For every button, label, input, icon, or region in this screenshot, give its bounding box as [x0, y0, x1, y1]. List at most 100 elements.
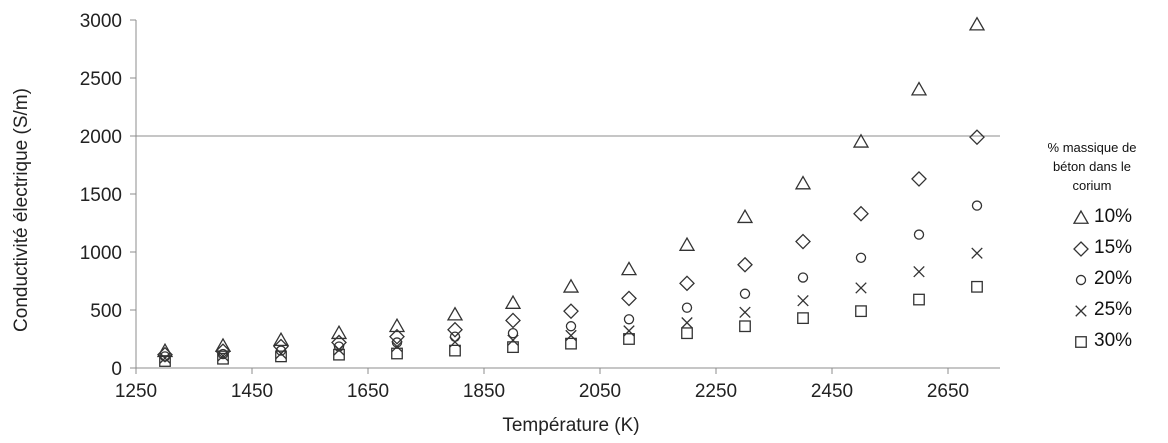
data-point-x: [913, 266, 925, 278]
legend-item: 25%: [1022, 294, 1162, 325]
data-point-triangle: [678, 236, 696, 251]
legend-marker-circle: [1075, 274, 1087, 285]
legend-item: 15%: [1022, 232, 1162, 263]
y-tick-label: 2000: [80, 127, 122, 148]
data-point-x: [739, 306, 751, 319]
legend-title: % massique de béton dans le corium: [1047, 140, 1137, 193]
data-point-square: [217, 352, 229, 365]
data-point-x: [623, 325, 635, 337]
data-point-square: [739, 320, 751, 333]
data-point-circle: [855, 252, 867, 263]
data-point-square: [159, 355, 171, 367]
data-point-circle: [681, 302, 693, 313]
data-point-triangle: [330, 324, 348, 340]
data-point-x: [217, 350, 229, 362]
x-tick-label: 2250: [695, 381, 737, 402]
scatter-chart: 0 500 1000 1500 2000 2500 3000 1250 1450 1650 1850…: [11, 11, 1000, 436]
data-point-diamond: [447, 321, 463, 338]
data-point-triangle: [388, 317, 406, 333]
legend-marker-shape: [1073, 240, 1089, 257]
data-point-diamond: [795, 233, 811, 250]
data-point-triangle: [736, 208, 754, 224]
data-point-triangle: [620, 261, 638, 276]
data-point-x: [159, 352, 171, 364]
data-point-square: [507, 341, 519, 354]
x-tick-label: 2450: [811, 381, 853, 402]
data-point-circle: [797, 272, 809, 283]
legend-items: 10% 15% 20% 25% 30%: [1022, 201, 1162, 356]
x-tick-label: 1850: [463, 381, 505, 402]
series-25%: [159, 247, 983, 364]
data-point-circle: [971, 200, 983, 211]
y-axis-label: Conductivité électrique (S/m): [11, 88, 32, 332]
y-tick-label: 2500: [80, 69, 122, 90]
x-tick-label: 1650: [347, 381, 389, 402]
data-point-x: [507, 334, 519, 346]
legend-label: 25%: [1094, 298, 1133, 320]
legend-marker-shape: [1075, 335, 1087, 348]
data-point-diamond: [389, 328, 405, 345]
x-axis-label: Température (K): [502, 415, 639, 436]
data-point-triangle: [794, 175, 812, 190]
data-point-circle: [333, 341, 345, 352]
data-point-square: [333, 348, 345, 361]
data-point-square: [855, 305, 867, 318]
data-point-x: [275, 347, 287, 360]
data-point-square: [623, 333, 635, 345]
y-tick-label: 1000: [80, 243, 122, 264]
y-tick-label: 0: [111, 359, 122, 380]
data-point-x: [971, 247, 983, 259]
legend-label: 30%: [1094, 329, 1133, 351]
data-point-square: [565, 337, 577, 350]
x-tick-label: 2050: [579, 381, 621, 402]
data-point-circle: [565, 321, 577, 332]
data-point-x: [391, 340, 403, 353]
data-point-square: [275, 350, 287, 363]
data-point-square: [913, 293, 925, 306]
legend: % massique de béton dans le corium 10% 15…: [1022, 138, 1162, 356]
data-point-diamond: [853, 205, 869, 222]
legend-marker-shape: [1075, 274, 1087, 285]
data-point-triangle: [852, 133, 870, 148]
legend-label: 20%: [1094, 267, 1133, 289]
data-point-diamond: [911, 171, 927, 187]
data-point-square: [971, 280, 983, 293]
legend-label: 15%: [1094, 236, 1133, 258]
data-point-circle: [913, 229, 925, 240]
legend-item: 30%: [1022, 325, 1162, 356]
data-point-diamond: [621, 290, 637, 307]
ticks-layer: 0 500 1000 1500 2000 2500 3000 1250 1450 1650 1850…: [80, 11, 969, 402]
data-point-triangle: [446, 306, 464, 321]
legend-marker-square: [1075, 335, 1087, 348]
data-point-triangle: [156, 342, 174, 358]
x-tick-label: 1250: [115, 381, 157, 402]
legend-item: 10%: [1022, 201, 1162, 232]
data-point-diamond: [157, 346, 173, 363]
data-point-square: [797, 312, 809, 325]
legend-label: 10%: [1094, 205, 1133, 227]
data-point-x: [797, 295, 809, 307]
data-point-circle: [507, 328, 519, 339]
data-point-x: [681, 317, 693, 329]
data-point-triangle: [214, 337, 232, 352]
legend-marker-shape: [1075, 304, 1087, 317]
y-tick-label: 3000: [80, 11, 122, 32]
data-point-triangle: [504, 294, 522, 309]
x-tick-label: 2650: [927, 381, 969, 402]
legend-marker-triangle: [1072, 209, 1090, 224]
data-point-circle: [739, 288, 751, 299]
data-point-circle: [623, 314, 635, 325]
y-tick-label: 1500: [80, 185, 122, 206]
data-point-triangle: [968, 16, 986, 31]
data-point-square: [391, 347, 403, 360]
data-point-diamond: [679, 275, 695, 292]
legend-marker-shape: [1072, 209, 1090, 224]
data-point-square: [449, 344, 461, 357]
data-point-diamond: [969, 129, 985, 146]
data-point-x: [855, 282, 867, 294]
data-point-square: [681, 327, 693, 340]
series-15%: [157, 129, 985, 363]
marks-layer: [156, 16, 986, 367]
data-point-diamond: [737, 256, 753, 273]
series-30%: [159, 280, 983, 367]
